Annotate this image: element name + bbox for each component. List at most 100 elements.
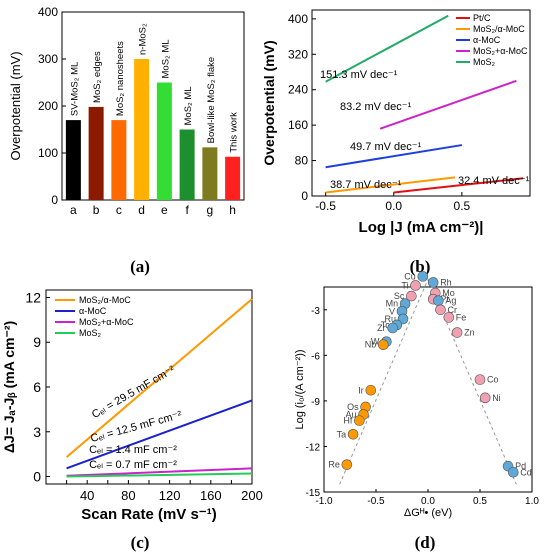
point-label: Au xyxy=(346,410,357,420)
point-label: Pd xyxy=(515,461,526,471)
x-tick-label: c xyxy=(116,203,122,217)
data-point xyxy=(410,280,421,291)
data-point xyxy=(451,327,463,338)
y-tick-label: 240 xyxy=(288,83,308,97)
volcano-line xyxy=(339,278,517,485)
y-tick-label: -3 xyxy=(311,306,320,317)
x-tick-label: 200 xyxy=(241,488,263,503)
point-label: Mo xyxy=(442,288,455,298)
bar-label: MoS₂ edges xyxy=(92,51,103,103)
point-label: Pt xyxy=(440,294,449,304)
bar xyxy=(225,156,241,200)
y-axis-label: Log (i₀/(A cm⁻²)) xyxy=(294,349,306,429)
y-tick-label: -6 xyxy=(311,351,320,362)
y-tick-label: -9 xyxy=(311,397,320,408)
x-axis-label: Scan Rate (mV s⁻¹) xyxy=(81,506,216,523)
legend-label: MoS₂+α-MoC xyxy=(473,46,528,56)
point-label: Zr xyxy=(377,323,386,333)
data-point xyxy=(347,428,359,440)
point-label: Nb xyxy=(365,340,377,350)
slope-label: 151.3 mV dec⁻¹ xyxy=(320,69,398,81)
series-line xyxy=(66,467,253,477)
data-point xyxy=(365,384,377,396)
point-label: Cr xyxy=(447,305,457,315)
bar xyxy=(156,82,172,200)
data-point xyxy=(354,415,365,426)
x-tick-label: 0.5 xyxy=(454,199,471,213)
point-label: V xyxy=(389,306,395,316)
point-label: Cd xyxy=(520,467,532,477)
slope-label: 49.7 mV dec⁻¹ xyxy=(350,141,422,153)
bar xyxy=(111,120,127,200)
bar xyxy=(134,59,150,200)
point-label: Sc xyxy=(394,291,405,301)
data-point xyxy=(479,392,491,404)
x-axis-label: ΔGᴴ• (eV) xyxy=(404,507,452,519)
x-tick-label: 120 xyxy=(159,488,181,503)
y-tick-label: 400 xyxy=(288,12,308,26)
point-label: Zn xyxy=(464,328,475,338)
x-tick-label: d xyxy=(138,203,145,217)
bar-label: This work xyxy=(229,112,240,153)
panel-label: (c) xyxy=(131,533,150,552)
y-tick-label: 100 xyxy=(38,146,58,160)
x-axis-label: Log |J (mA cm⁻²)| xyxy=(359,219,484,236)
legend-label: Pt/C xyxy=(473,13,491,23)
bar-label: MoS₂ nanosheets xyxy=(115,41,126,116)
data-point xyxy=(341,459,353,470)
x-tick-label: 0.0 xyxy=(421,496,435,507)
point-label: Rh xyxy=(440,277,452,287)
x-tick-label: -0.5 xyxy=(367,496,385,507)
series-line xyxy=(393,177,524,194)
y-axis-label: ΔJ= Jₐ-Jᵦ (mA cm⁻²) xyxy=(1,321,17,453)
legend-label: MoS₂+α-MoC xyxy=(79,317,134,327)
data-point xyxy=(507,466,519,478)
slope-label: 83.2 mV dec⁻¹ xyxy=(340,101,412,113)
data-point xyxy=(406,290,417,302)
y-tick-label: 0 xyxy=(51,193,58,207)
y-tick-label: 300 xyxy=(38,52,58,66)
legend-label: α-MoC xyxy=(79,306,107,316)
y-tick-label: 3 xyxy=(33,424,41,440)
x-tick-label: h xyxy=(229,203,236,217)
point-label: Hf xyxy=(343,416,352,426)
panel-d-frame xyxy=(323,286,533,493)
y-tick-label: -12 xyxy=(306,442,321,453)
x-tick-label: 160 xyxy=(200,488,222,503)
x-tick-label: g xyxy=(207,203,214,217)
panel-d: -3 -6 -9 -12 -15-1.0 -0.5 0.0 0.5 1.0 Log (i₀/(A … xyxy=(294,271,539,552)
series-line xyxy=(325,14,449,83)
y-tick-label: 6 xyxy=(33,379,41,395)
point-label: Ti xyxy=(401,280,408,290)
y-tick-label: 320 xyxy=(288,47,308,61)
point-label: Fe xyxy=(456,312,467,322)
y-tick-label: 200 xyxy=(38,99,58,113)
x-tick-label: a xyxy=(70,203,77,217)
x-tick-label: 40 xyxy=(80,488,94,503)
x-tick-label: b xyxy=(93,203,100,217)
slope-label: 38.7 mV dec⁻¹ xyxy=(330,179,402,191)
series-line xyxy=(66,472,253,478)
bar-label: MoS₂ ML xyxy=(160,39,171,78)
cdl-label: Cₑₗ = 0.7 mF cm⁻² xyxy=(89,459,177,471)
legend-label: MoS₂ xyxy=(79,328,102,338)
series-line xyxy=(379,79,517,130)
bar xyxy=(179,129,195,200)
series-line xyxy=(325,144,463,169)
data-point xyxy=(433,295,444,306)
series-line xyxy=(66,399,253,470)
point-label: W xyxy=(371,337,380,347)
legend-label: MoS₂/α-MoC xyxy=(79,295,131,305)
x-tick-label: 0.5 xyxy=(473,496,487,507)
point-label: Co xyxy=(487,375,499,385)
bar-label: MoS₂ ML xyxy=(183,86,194,125)
point-label: Re xyxy=(328,460,340,470)
data-point xyxy=(377,339,389,351)
panel-b-frame xyxy=(311,9,531,197)
legend-label: MoS₂ xyxy=(473,57,496,67)
panel-label: (d) xyxy=(415,533,436,552)
x-tick-label: f xyxy=(185,203,189,217)
data-point xyxy=(435,304,446,316)
bar xyxy=(65,120,81,200)
y-axis-label: Overpotential (mV) xyxy=(8,51,23,160)
